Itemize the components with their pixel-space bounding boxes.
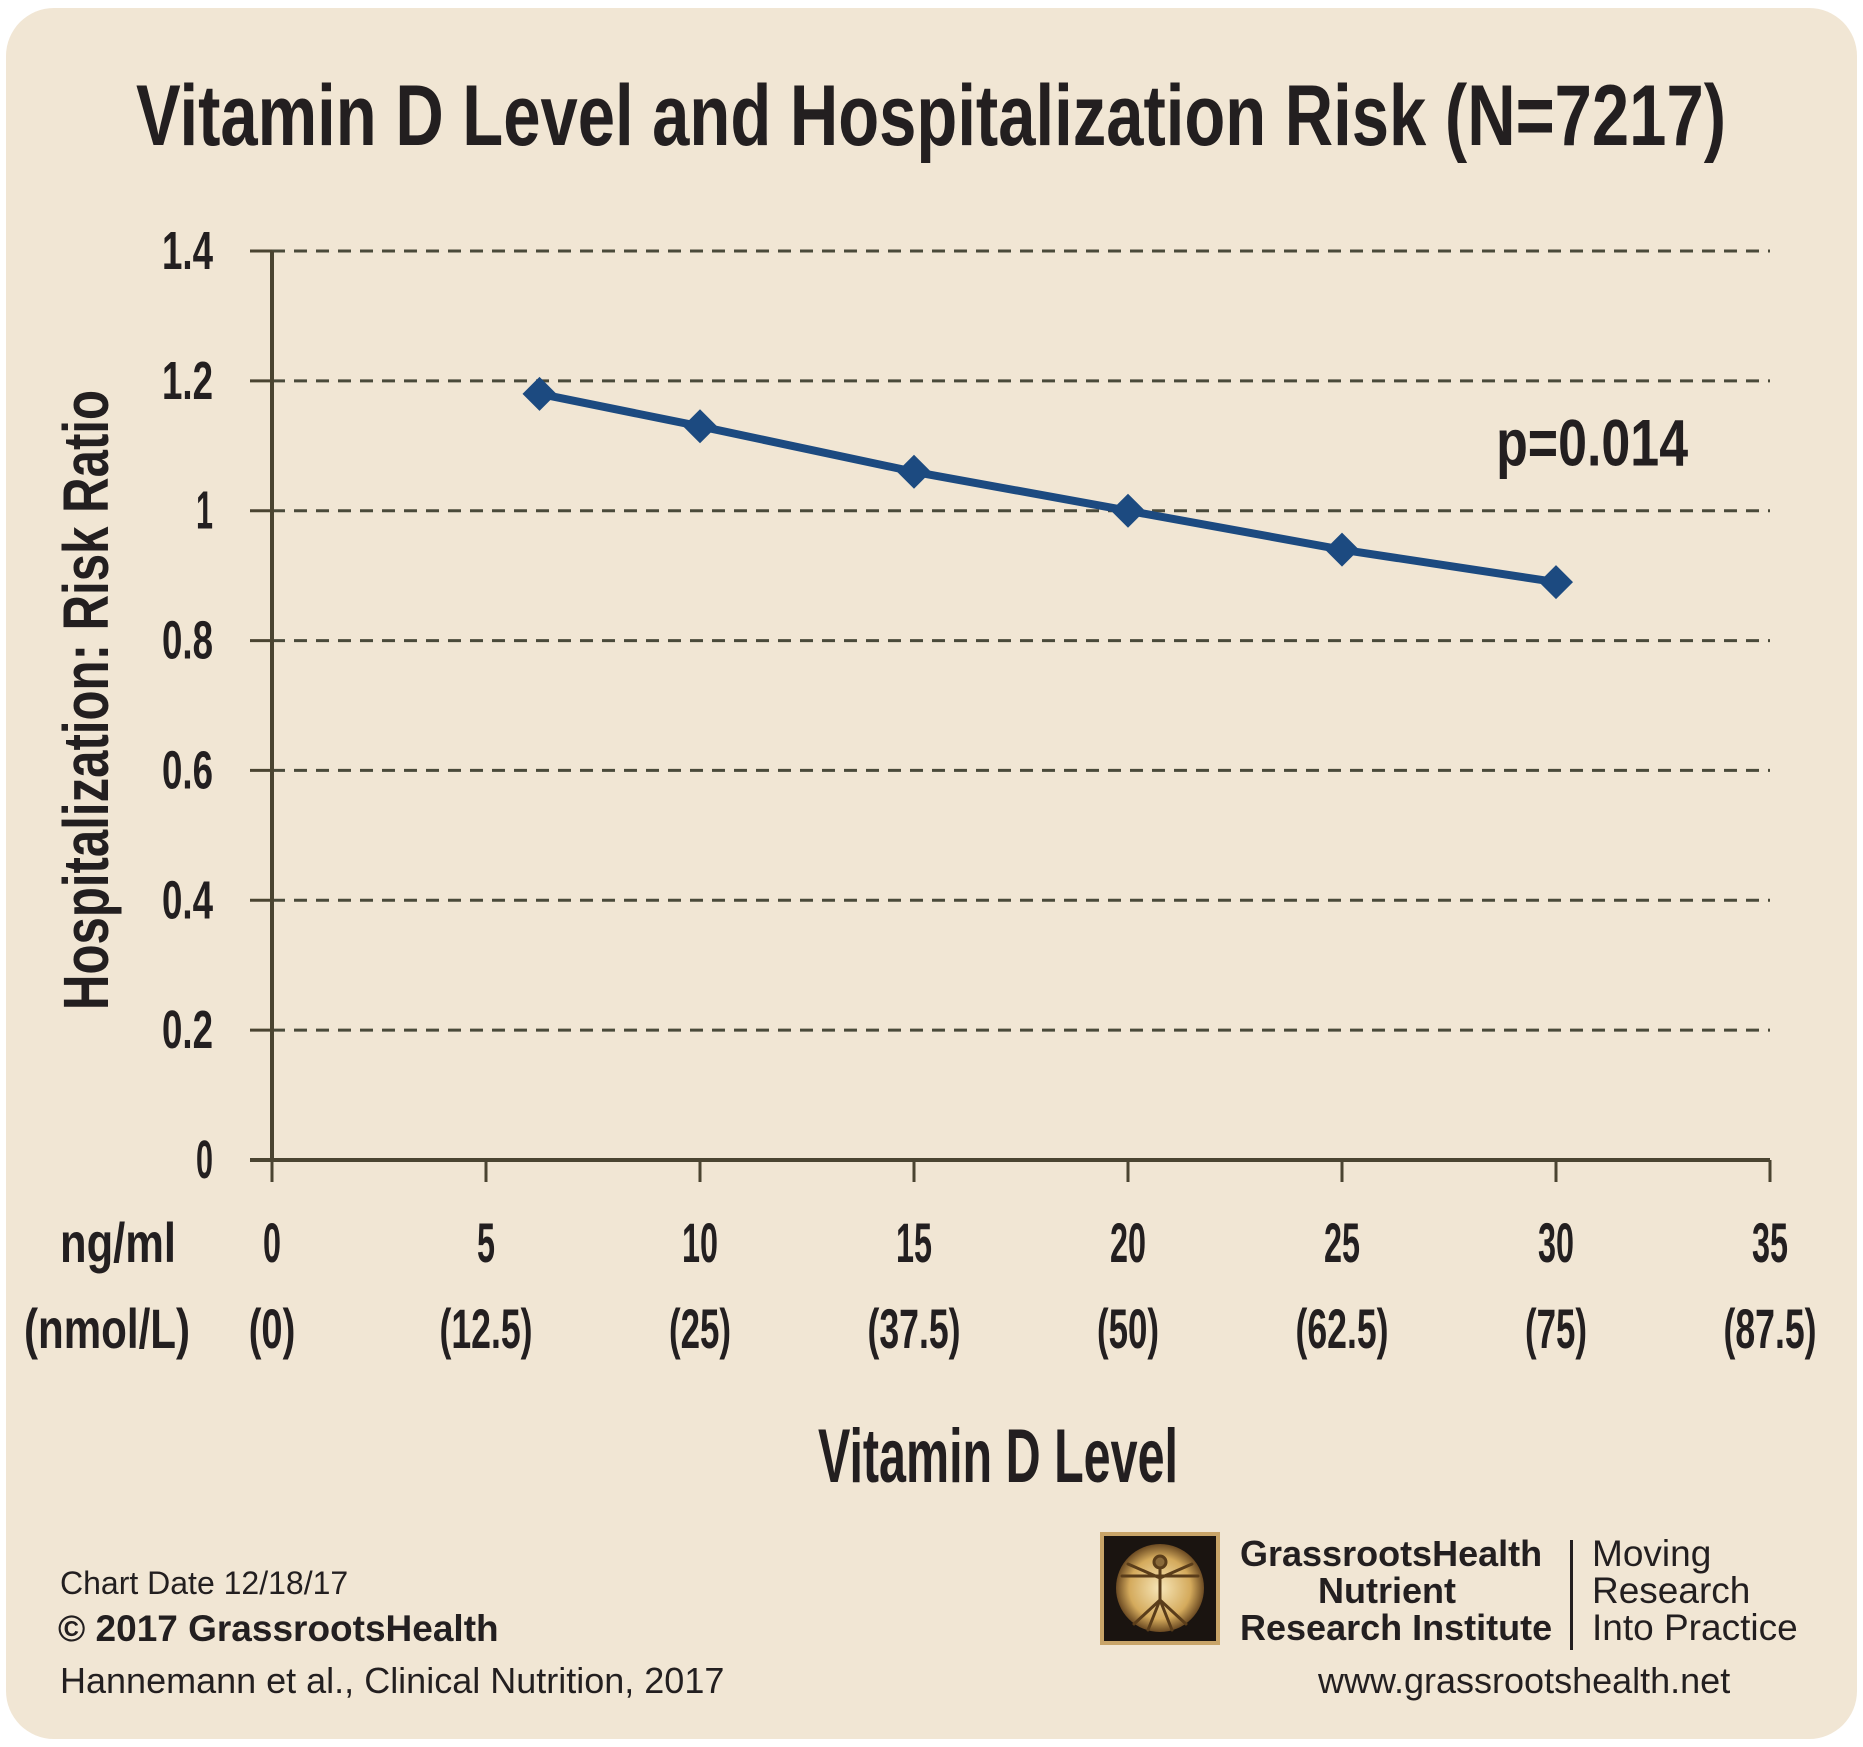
x-tick-label: 35 — [1752, 1211, 1788, 1274]
x-unit-alt-label: (nmol/L) — [24, 1297, 190, 1360]
org-name-line3: Research Institute — [1240, 1607, 1553, 1648]
website-link[interactable]: www.grassrootshealth.net — [1318, 1660, 1731, 1701]
y-axis-title: Hospitalization: Risk Ratio — [50, 390, 122, 1010]
x-tick-alt-label: (12.5) — [440, 1297, 533, 1360]
x-tick-label: 5 — [477, 1211, 495, 1274]
logo-graphic — [1116, 1544, 1204, 1632]
x-tick-alt-label: (62.5) — [1296, 1297, 1389, 1360]
y-tick-label: 1.2 — [162, 351, 213, 411]
x-tick-alt-label: (50) — [1097, 1297, 1159, 1360]
y-tick-label: 0 — [196, 1130, 213, 1190]
copyright-notice: © 2017 GrassrootsHealth — [58, 1608, 499, 1649]
data-point-marker — [1539, 565, 1573, 600]
motto-line3: Into Practice — [1592, 1607, 1798, 1648]
x-unit-label: ng/ml — [60, 1211, 176, 1274]
data-point-marker — [1325, 532, 1359, 567]
chart-date: Chart Date 12/18/17 — [60, 1565, 349, 1601]
x-tick-label: 30 — [1538, 1211, 1574, 1274]
x-tick-label: 10 — [682, 1211, 718, 1274]
x-tick-alt-label: (0) — [249, 1297, 296, 1360]
p-value-annotation: p=0.014 — [1496, 405, 1688, 479]
org-name-line2: Nutrient — [1318, 1570, 1456, 1611]
x-tick-alt-label: (87.5) — [1724, 1297, 1817, 1360]
data-point-marker — [897, 454, 931, 489]
citation: Hannemann et al., Clinical Nutrition, 20… — [60, 1660, 725, 1701]
x-axis-title: Vitamin D Level — [818, 1414, 1178, 1499]
chart-card — [6, 8, 1857, 1739]
data-point-marker — [522, 376, 557, 411]
x-tick-alt-label: (25) — [669, 1297, 731, 1360]
org-name-line1: GrassrootsHealth — [1240, 1533, 1543, 1574]
x-tick-alt-label: (75) — [1525, 1297, 1587, 1360]
y-tick-label: 0.4 — [162, 870, 213, 930]
x-tick-alt-label: (37.5) — [868, 1297, 961, 1360]
x-tick-label: 25 — [1324, 1211, 1360, 1274]
data-point-marker — [683, 409, 717, 444]
y-tick-label: 0.6 — [162, 740, 213, 800]
series-line — [538, 389, 1557, 587]
x-tick-label: 0 — [263, 1211, 281, 1274]
motto-line2: Research — [1592, 1570, 1751, 1611]
motto-line1: Moving — [1592, 1533, 1712, 1574]
logo-divider — [1570, 1540, 1573, 1650]
x-tick-label: 15 — [896, 1211, 932, 1274]
y-tick-label: 1 — [196, 481, 213, 541]
y-tick-label: 0.2 — [162, 1000, 213, 1060]
chart-title: Vitamin D Level and Hospitalization Risk… — [136, 68, 1726, 164]
x-tick-label: 20 — [1110, 1211, 1146, 1274]
data-point-marker — [1111, 493, 1145, 528]
vitruvian-man-icon — [1100, 1532, 1220, 1645]
y-tick-label: 1.4 — [162, 221, 213, 281]
y-tick-label: 0.8 — [162, 611, 213, 671]
